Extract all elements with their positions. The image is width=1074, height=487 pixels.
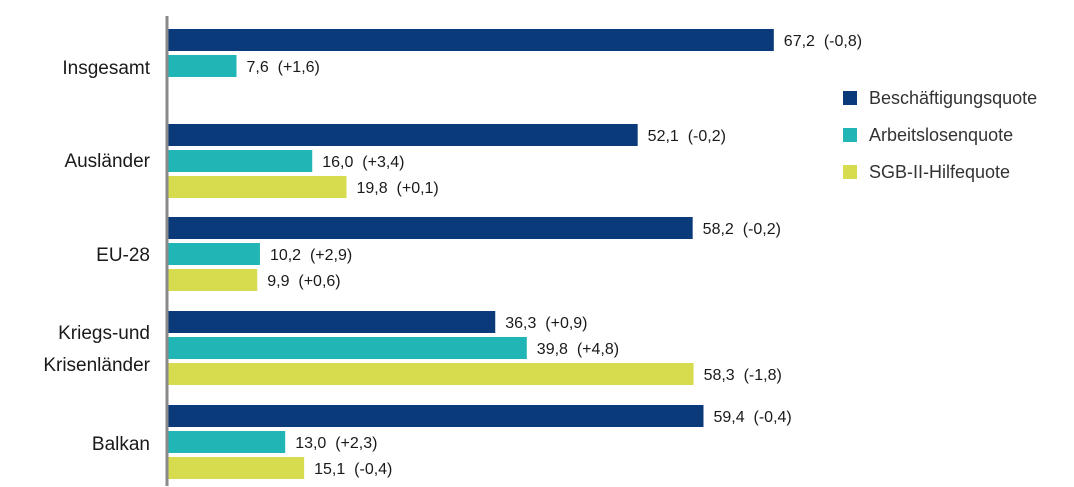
bar-sgb-ii-hilfequote-2 — [168, 269, 258, 291]
bar-sgb-ii-hilfequote-3 — [168, 363, 694, 385]
legend-swatch — [843, 165, 857, 179]
bar-besch-ftigungsquote-3 — [168, 311, 496, 333]
data-label: 13,0 (+2,3) — [295, 435, 377, 452]
bar-sgb-ii-hilfequote-4 — [168, 457, 305, 479]
legend-swatch — [843, 91, 857, 105]
category-label: Insgesamt — [62, 58, 150, 79]
bar-arbeitslosenquote-4 — [168, 431, 286, 453]
legend: Beschäftigungsquote Arbeitslosenquote SGB-… — [843, 88, 1037, 182]
data-label: 39,8 (+4,8) — [537, 341, 619, 358]
data-label: 10,2 (+2,9) — [270, 247, 352, 264]
data-label: 36,3 (+0,9) — [505, 315, 587, 332]
bar-besch-ftigungsquote-2 — [168, 217, 693, 239]
data-label: 58,3 (-1,8) — [704, 367, 782, 384]
data-label: 15,1 (-0,4) — [314, 461, 392, 478]
bar-arbeitslosenquote-1 — [168, 150, 313, 172]
bar-besch-ftigungsquote-0 — [168, 29, 774, 51]
bar-besch-ftigungsquote-1 — [168, 124, 638, 146]
bars-layer — [168, 29, 774, 479]
data-label: 7,6 (+1,6) — [247, 59, 320, 76]
data-label: 59,4 (-0,4) — [713, 409, 791, 426]
data-label: 16,0 (+3,4) — [322, 154, 404, 171]
labels-layer: 67,2 (-0,8) 7,6 (+1,6) Insgesamt 52,1 (-0,2… — [43, 33, 862, 478]
category-label: EU-28 — [96, 245, 150, 266]
legend-label: SGB-II-Hilfequote — [869, 162, 1010, 182]
legend-label: Beschäftigungsquote — [869, 88, 1037, 108]
category-label: Kriegs-und — [58, 323, 150, 344]
category-label: Balkan — [92, 434, 150, 455]
bar-besch-ftigungsquote-4 — [168, 405, 704, 427]
bar-arbeitslosenquote-3 — [168, 337, 527, 359]
category-label: Krisenländer — [43, 355, 150, 376]
bar-arbeitslosenquote-0 — [168, 55, 237, 77]
data-label: 9,9 (+0,6) — [267, 273, 340, 290]
data-label: 58,2 (-0,2) — [703, 221, 781, 238]
bar-sgb-ii-hilfequote-1 — [168, 176, 347, 198]
data-label: 67,2 (-0,8) — [784, 33, 862, 50]
category-label: Ausländer — [64, 151, 150, 172]
bar-arbeitslosenquote-2 — [168, 243, 260, 265]
data-label: 19,8 (+0,1) — [356, 180, 438, 197]
legend-swatch — [843, 128, 857, 142]
legend-label: Arbeitslosenquote — [869, 125, 1013, 145]
data-label: 52,1 (-0,2) — [648, 128, 726, 145]
